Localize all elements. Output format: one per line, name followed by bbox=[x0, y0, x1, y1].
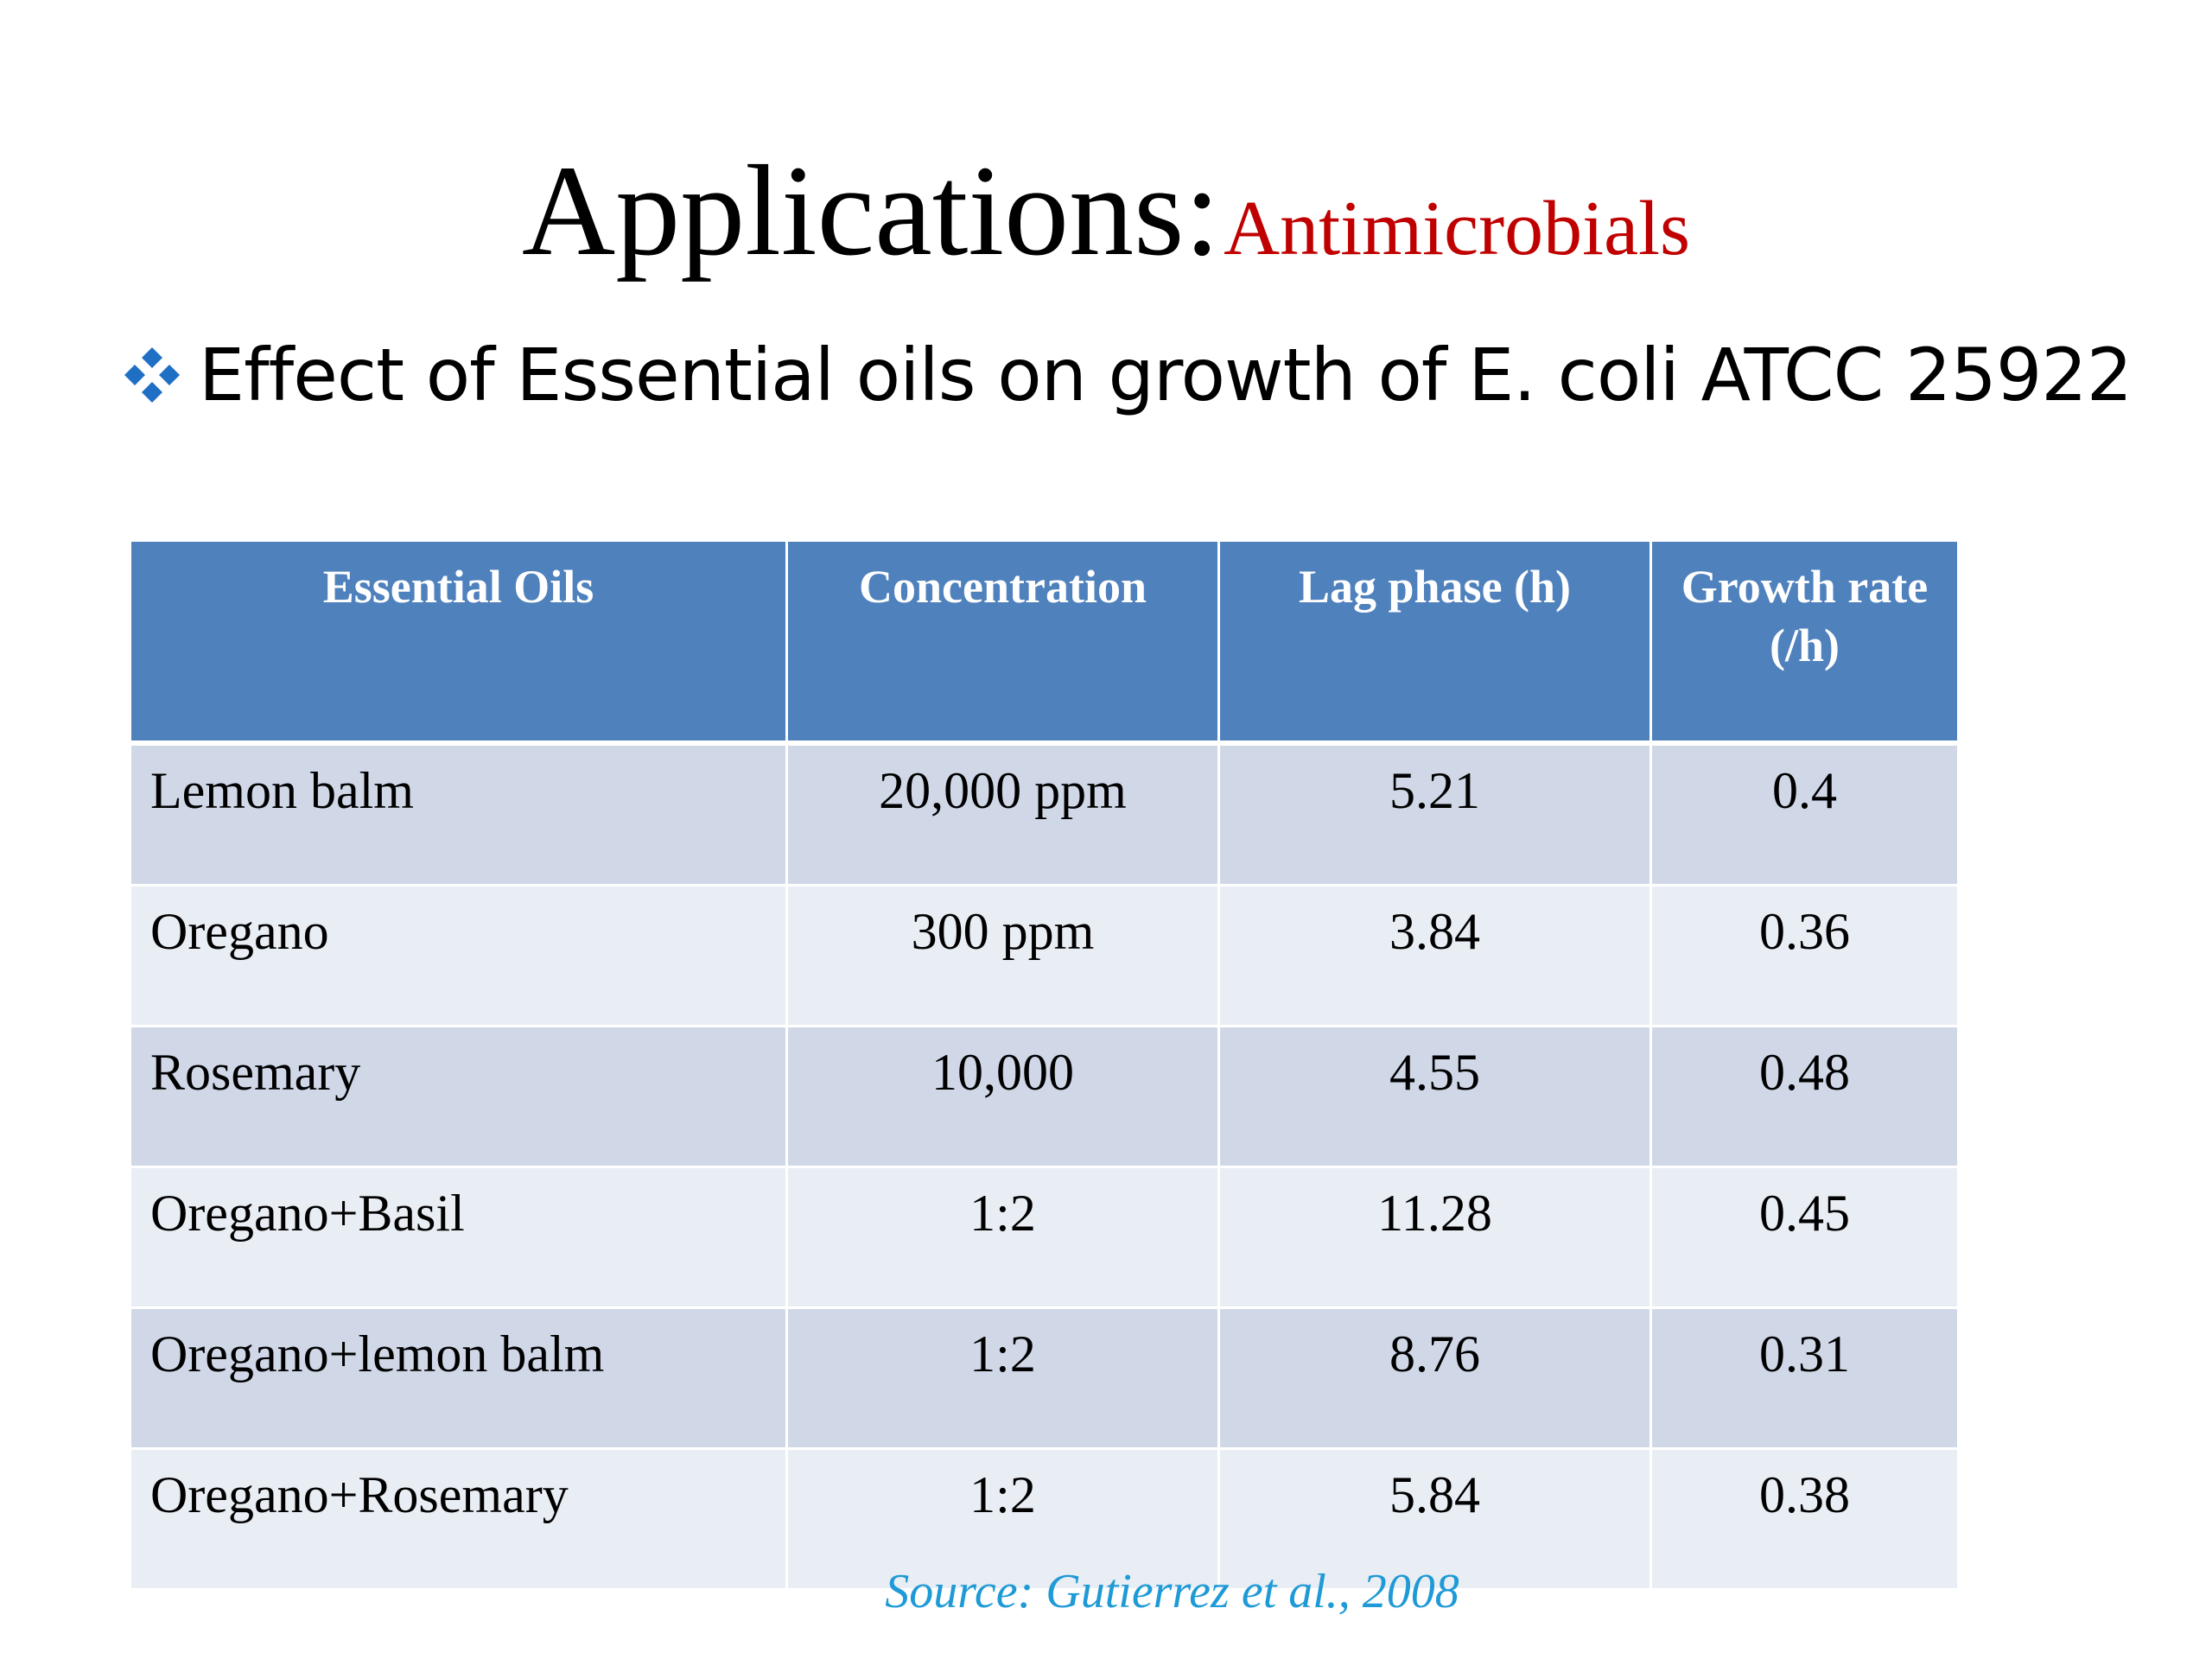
cell-growth-rate: 0.4 bbox=[1652, 746, 1957, 887]
cell-lag-phase: 4.55 bbox=[1220, 1027, 1652, 1168]
table-header-row: Essential Oils Concentration Lag phase (… bbox=[131, 542, 1957, 746]
table-row: Oregano+lemon balm 1:2 8.76 0.31 bbox=[131, 1309, 1957, 1450]
cell-growth-rate: 0.36 bbox=[1652, 887, 1957, 1027]
cell-lag-phase: 5.84 bbox=[1220, 1450, 1652, 1591]
cell-concentration: 300 ppm bbox=[788, 887, 1220, 1027]
cell-lag-phase: 3.84 bbox=[1220, 887, 1652, 1027]
cell-concentration: 10,000 bbox=[788, 1027, 1220, 1168]
cell-oil: Oregano+Rosemary bbox=[131, 1450, 788, 1591]
table-row: Rosemary 10,000 4.55 0.48 bbox=[131, 1027, 1957, 1168]
cell-oil: Rosemary bbox=[131, 1027, 788, 1168]
header-concentration: Concentration bbox=[788, 542, 1220, 746]
source-citation: Source: Gutierrez et al., 2008 bbox=[885, 1565, 1459, 1618]
cell-oil: Oregano bbox=[131, 887, 788, 1027]
cell-concentration: 1:2 bbox=[788, 1168, 1220, 1309]
cell-oil: Oregano+lemon balm bbox=[131, 1309, 788, 1450]
slide-title: Applications: Antimicrobials bbox=[0, 137, 2212, 285]
cell-concentration: 1:2 bbox=[788, 1309, 1220, 1450]
header-lag-phase: Lag phase (h) bbox=[1220, 542, 1652, 746]
cell-growth-rate: 0.45 bbox=[1652, 1168, 1957, 1309]
cell-oil: Oregano+Basil bbox=[131, 1168, 788, 1309]
cell-lag-phase: 11.28 bbox=[1220, 1168, 1652, 1309]
essential-oils-table: Essential Oils Concentration Lag phase (… bbox=[131, 542, 1957, 1591]
title-main: Applications: bbox=[521, 139, 1221, 283]
bullet-text: Effect of Essential oils on growth of E.… bbox=[199, 333, 2133, 417]
cell-lag-phase: 5.21 bbox=[1220, 746, 1652, 887]
cell-oil: Lemon balm bbox=[131, 746, 788, 887]
table-row: Lemon balm 20,000 ppm 5.21 0.4 bbox=[131, 746, 1957, 887]
cell-growth-rate: 0.48 bbox=[1652, 1027, 1957, 1168]
title-subtitle: Antimicrobials bbox=[1224, 186, 1691, 271]
header-essential-oils: Essential Oils bbox=[131, 542, 788, 746]
table-row: Oregano+Basil 1:2 11.28 0.45 bbox=[131, 1168, 1957, 1309]
table-row: Oregano 300 ppm 3.84 0.36 bbox=[131, 887, 1957, 1027]
cell-concentration: 20,000 ppm bbox=[788, 746, 1220, 887]
cell-concentration: 1:2 bbox=[788, 1450, 1220, 1591]
cell-lag-phase: 8.76 bbox=[1220, 1309, 1652, 1450]
cell-growth-rate: 0.31 bbox=[1652, 1309, 1957, 1450]
cell-growth-rate: 0.38 bbox=[1652, 1450, 1957, 1591]
bullet-point: Effect of Essential oils on growth of E.… bbox=[121, 333, 2133, 417]
four-diamond-bullet-icon bbox=[124, 347, 180, 403]
table-row: Oregano+Rosemary 1:2 5.84 0.38 bbox=[131, 1450, 1957, 1591]
header-growth-rate: Growth rate (/h) bbox=[1652, 542, 1957, 746]
